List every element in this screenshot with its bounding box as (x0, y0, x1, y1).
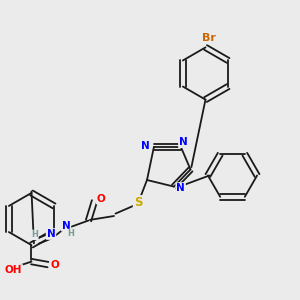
Text: N: N (61, 220, 70, 231)
Text: OH: OH (5, 265, 22, 275)
Text: N: N (46, 229, 56, 239)
Text: N: N (179, 137, 188, 147)
Text: N: N (141, 141, 150, 151)
Text: S: S (134, 196, 142, 209)
Text: O: O (97, 194, 106, 204)
Text: Br: Br (202, 33, 215, 43)
Text: O: O (50, 260, 59, 270)
Text: H: H (67, 230, 74, 238)
Text: N: N (176, 183, 185, 193)
Text: H: H (31, 230, 38, 239)
